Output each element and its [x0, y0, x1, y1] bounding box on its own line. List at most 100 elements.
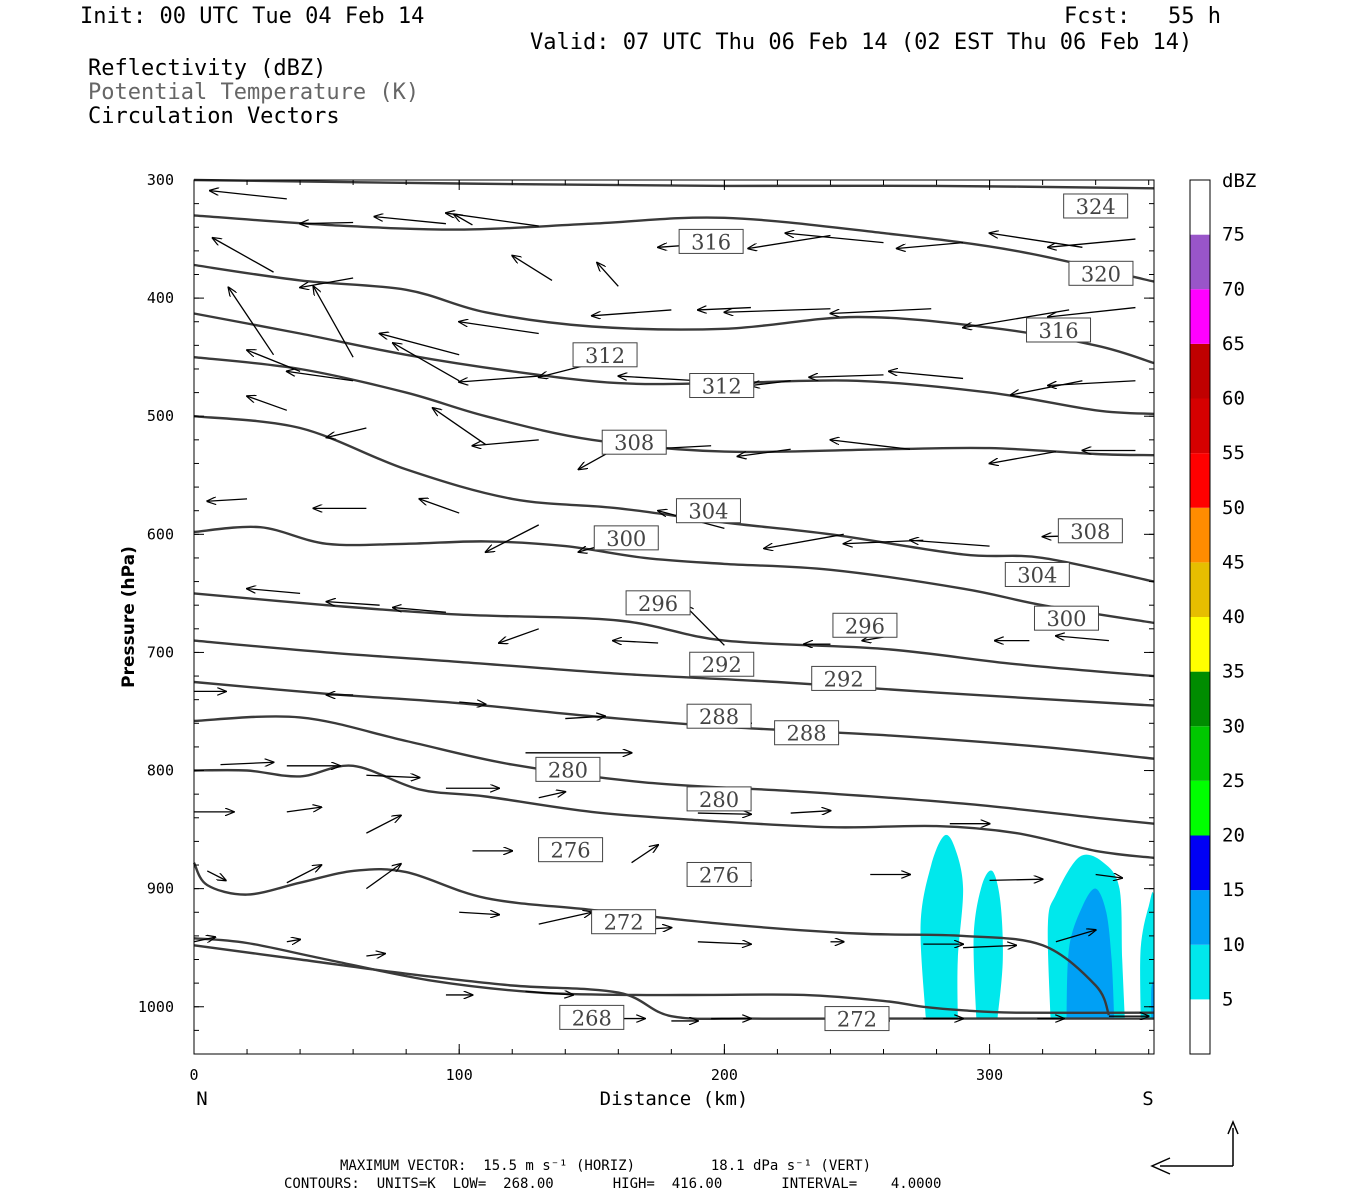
- circulation-vector: [538, 792, 566, 799]
- forecast-hours: 55 h: [1168, 4, 1221, 29]
- circulation-vector: [724, 309, 831, 313]
- contour-label: 272: [604, 911, 644, 935]
- colorbar-label: 50: [1222, 497, 1245, 519]
- reflectivity-cell: [1151, 981, 1155, 1019]
- contour-label: 296: [845, 614, 885, 638]
- reference-vector-icon: [1150, 1120, 1239, 1175]
- contour-label: 324: [1076, 195, 1116, 219]
- colorbar-segment: [1190, 780, 1210, 836]
- forecast-label: Fcst:: [1064, 4, 1131, 29]
- circulation-vector: [213, 238, 274, 273]
- colorbar-segment: [1190, 343, 1210, 399]
- contour-label-layer: 324 320 316 316 312 312 308 308 304 304 300 300 296 2…: [535, 193, 1134, 1032]
- circulation-vector: [1048, 380, 1136, 386]
- circulation-vector: [1056, 636, 1109, 642]
- circulation-vector: [486, 524, 540, 552]
- circulation-vector: [287, 371, 354, 382]
- colorbar-label: 60: [1222, 388, 1245, 410]
- contour-label-box: [1068, 260, 1134, 286]
- circulation-vector: [313, 286, 354, 358]
- colorbar-segment: [1190, 999, 1210, 1054]
- theta-contour-296: [193, 592, 1155, 678]
- y-tick-label: 600: [147, 525, 174, 543]
- contour-label: 300: [1046, 607, 1086, 631]
- reflectivity-cell: [920, 834, 964, 1019]
- south-label: S: [1142, 1088, 1153, 1110]
- circulation-vector: [889, 371, 964, 380]
- contour-label-box: [601, 429, 667, 455]
- circulation-vector: [1095, 874, 1123, 878]
- contour-label-box: [1033, 605, 1099, 631]
- colorbar-segment: [1190, 289, 1210, 344]
- circulation-vector: [366, 954, 385, 956]
- circulation-vector: [525, 991, 573, 995]
- circulation-vector: [206, 870, 226, 880]
- circulation-vector: [247, 396, 288, 411]
- contour-label-box: [1004, 561, 1070, 587]
- contour-label-box: [832, 612, 898, 638]
- theta-contour-300: [193, 525, 1155, 625]
- circulation-vector: [300, 277, 354, 287]
- colorbar-label: 30: [1222, 715, 1245, 737]
- colorbar-segment: [1190, 617, 1210, 672]
- contour-label-box: [811, 665, 877, 691]
- y-tick-label: 300: [147, 171, 174, 189]
- theta-contour-324: [193, 178, 1155, 190]
- circulation-vector: [472, 439, 539, 446]
- y-tick-label: 1000: [138, 998, 174, 1016]
- theta-contour-276: [192, 862, 1111, 1016]
- theta-contour-280: [193, 764, 1155, 860]
- circulation-vector: [419, 499, 460, 514]
- circulation-vector: [697, 813, 751, 814]
- north-label: N: [196, 1088, 207, 1110]
- circulation-vector: [631, 845, 659, 864]
- contour-label: 308: [1070, 520, 1110, 544]
- circulation-vector: [459, 702, 486, 704]
- contour-label-box: [1026, 317, 1092, 343]
- circulation-vector: [785, 233, 884, 244]
- contour-label-box: [1057, 518, 1123, 544]
- contour-label: 300: [606, 527, 646, 551]
- colorbar-label: 55: [1222, 442, 1245, 464]
- y-axis-title: Pressure (hPa): [119, 546, 139, 688]
- max-vector-note: MAXIMUM VECTOR: 15.5 m s⁻¹ (HORIZ) 18.1 …: [340, 1158, 872, 1174]
- contour-label-box: [538, 837, 604, 863]
- circulation-vector: [207, 499, 248, 501]
- circulation-vector: [597, 263, 619, 287]
- legend-circulation-vectors: Circulation Vectors: [88, 104, 340, 129]
- circulation-vector: [247, 589, 301, 595]
- colorbar-frame: [1189, 179, 1211, 1055]
- colorbar-label: 20: [1222, 825, 1245, 847]
- circulation-vector: [393, 608, 446, 613]
- colorbar-segment: [1190, 726, 1210, 781]
- circulation-vector: [446, 213, 539, 227]
- colorbar-segment: [1190, 398, 1210, 454]
- circulation-vector: [433, 408, 487, 446]
- circulation-vector: [963, 945, 1016, 947]
- colorbar-label: 75: [1222, 224, 1245, 246]
- circulation-vector: [459, 322, 539, 335]
- colorbar-segment: [1190, 944, 1210, 1000]
- colorbar: 5 10 15 20 25 30 35 40 45 50 55 60 65 70 75: [1189, 179, 1245, 1055]
- colorbar-label: 40: [1222, 606, 1245, 628]
- circulation-vector: [327, 427, 367, 437]
- contour-label-box: [559, 1004, 625, 1030]
- contour-label: 316: [1038, 319, 1078, 343]
- colorbar-title: dBZ: [1222, 170, 1256, 192]
- contour-label: 316: [691, 230, 731, 254]
- circulation-vector: [1011, 380, 1083, 395]
- circulation-vector: [228, 287, 275, 356]
- init-time: Init: 00 UTC Tue 04 Feb 14: [80, 4, 425, 29]
- theta-contour-272: [193, 937, 1155, 1015]
- circulation-vector: [1055, 930, 1096, 943]
- circulation-vector: [380, 334, 460, 356]
- circulation-vector: [830, 440, 911, 450]
- circulation-vector: [220, 762, 274, 764]
- circulation-vector: [365, 864, 400, 890]
- reflectivity-cell: [1066, 888, 1115, 1019]
- theta-contour-320: [193, 214, 1155, 283]
- contour-label-box: [625, 590, 691, 616]
- contour-label-box: [593, 525, 659, 551]
- colorbar-label: 45: [1222, 551, 1245, 573]
